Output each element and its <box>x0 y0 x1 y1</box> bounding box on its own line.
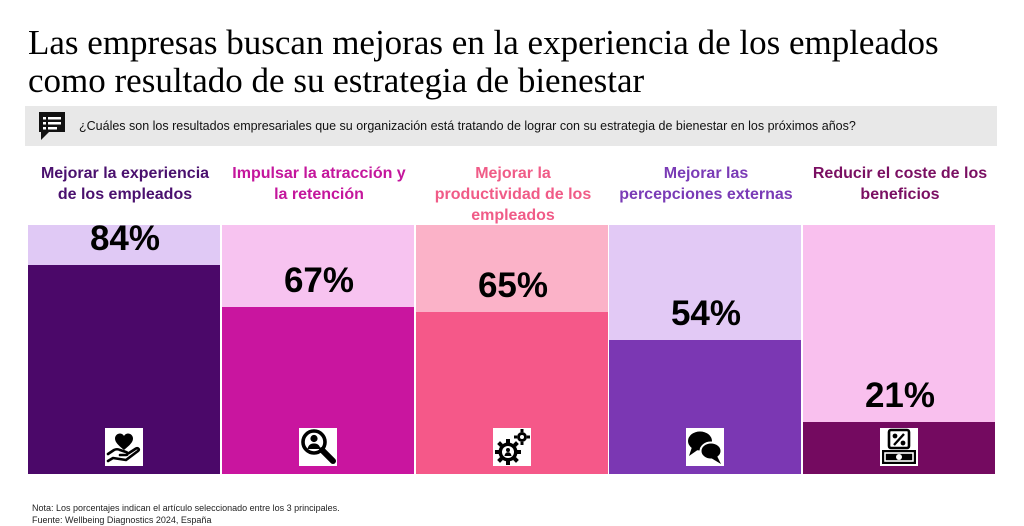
category-label-line: beneficios <box>860 186 940 203</box>
category-label: Impulsar la atracción y la retención <box>222 163 416 205</box>
magnifier-person-icon <box>299 428 337 466</box>
bar-background <box>416 225 608 312</box>
hand-heart-icon <box>105 428 143 466</box>
value-label: 54% <box>670 294 742 333</box>
chart-title: Las empresas buscan mejoras en la experi… <box>28 24 1018 100</box>
category-label-line: productividad de los <box>434 186 592 203</box>
category-label-line: Reducir el coste de los <box>812 165 988 182</box>
value-label: 65% <box>477 266 549 305</box>
category-label-line: de los empleados <box>57 186 193 203</box>
bar-background <box>28 225 220 265</box>
category-label: Mejorar las percepciones externas <box>609 163 803 205</box>
footnote: Nota: Los porcentajes indican el artícul… <box>32 503 340 513</box>
question-text: ¿Cuáles son los resultados empresariales… <box>79 119 856 133</box>
title-line-2: como resultado de su estrategia de biene… <box>28 61 645 100</box>
value-label: 67% <box>283 261 355 300</box>
chat-bubbles-icon <box>686 428 724 466</box>
category-label-line: Mejorar las <box>663 165 749 182</box>
bar-background <box>222 225 414 307</box>
category-label-line: Impulsar la atracción y <box>232 165 406 182</box>
value-label: 21% <box>864 376 936 415</box>
discount-money-icon <box>880 428 918 466</box>
question-bar <box>25 106 997 146</box>
speech-bubble-icon <box>39 112 65 140</box>
category-label: Reducir el coste de los beneficios <box>803 163 997 205</box>
category-label-line: Mejorar la experiencia <box>40 165 210 182</box>
category-label-line: percepciones externas <box>619 186 793 203</box>
value-label: 84% <box>89 219 161 258</box>
category-label-line: Mejorar la <box>475 165 551 182</box>
category-label-line: la retención <box>274 186 364 203</box>
bar-background <box>803 225 995 422</box>
category-label: Mejorar la productividad de los empleados <box>416 163 610 226</box>
title-line-1: Las empresas buscan mejoras en la experi… <box>28 23 939 62</box>
category-label-line: empleados <box>471 207 555 224</box>
category-label: Mejorar la experiencia de los empleados <box>28 163 222 205</box>
bar-background <box>609 225 801 340</box>
gears-person-icon <box>493 428 531 466</box>
source-text: Fuente: Wellbeing Diagnostics 2024, Espa… <box>32 515 212 525</box>
